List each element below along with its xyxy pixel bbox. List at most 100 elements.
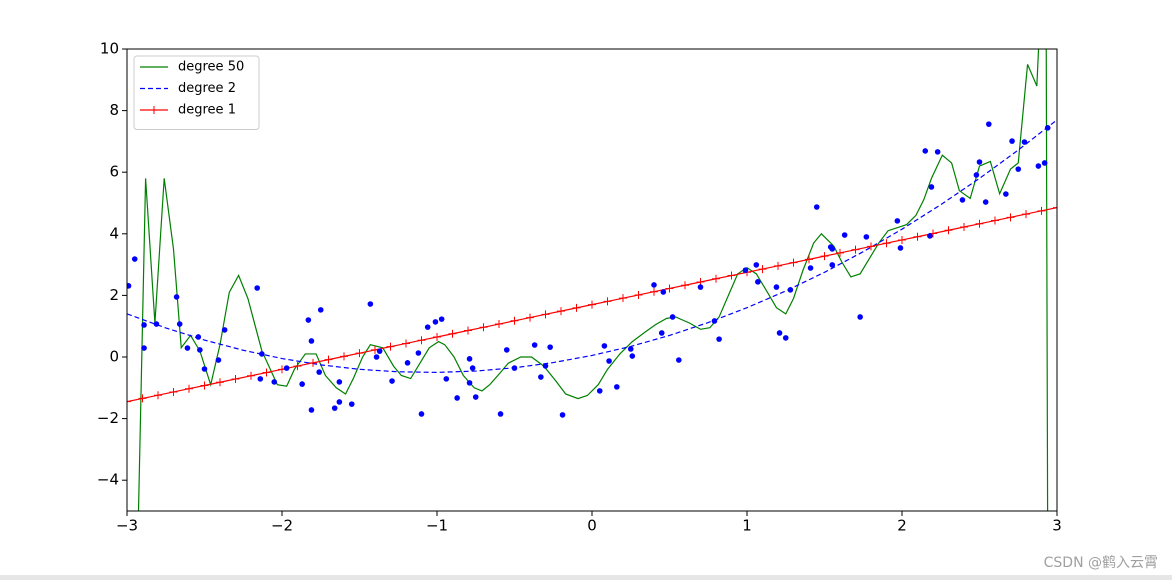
scatter-point (669, 314, 676, 320)
marker (464, 326, 472, 335)
scatter-point (415, 350, 422, 356)
scatter-point (1009, 138, 1015, 144)
marker (402, 339, 410, 348)
scatter-point (254, 285, 260, 291)
marker (262, 368, 271, 377)
marker (603, 297, 612, 306)
marker (572, 303, 581, 312)
scatter-point (376, 348, 383, 354)
scatter-point (432, 319, 439, 325)
x-tick-label: −3 (116, 517, 138, 535)
marker (789, 258, 798, 267)
marker (1053, 203, 1057, 212)
scatter-point (829, 246, 836, 252)
scatter-point (928, 184, 935, 190)
scatter-point (711, 318, 718, 324)
scatter-point (283, 365, 290, 371)
scatter-point (466, 356, 473, 362)
y-tick-label: −4 (97, 471, 119, 489)
bottom-bar (0, 575, 1172, 580)
scatter-point (973, 172, 980, 178)
scatter-point (443, 376, 450, 382)
marker (1037, 206, 1046, 215)
scatter-point (336, 399, 343, 405)
scatter-point (829, 262, 836, 268)
marker (510, 316, 519, 325)
scatter-point (986, 121, 992, 127)
scatter-point (153, 321, 160, 327)
scatter-point (299, 381, 305, 387)
axes-frame (126, 48, 1058, 512)
x-tick-label: 0 (587, 517, 597, 535)
y-tick-label: 10 (100, 40, 119, 58)
marker (247, 371, 255, 380)
marker (774, 261, 782, 270)
marker (216, 378, 224, 387)
scatter-point (257, 376, 264, 382)
marker (913, 232, 922, 241)
marker (727, 271, 736, 280)
scatter-point (658, 330, 665, 336)
scatter-point (531, 342, 538, 348)
marker (479, 323, 488, 332)
x-tick-label: −2 (271, 517, 293, 535)
scatter-point (1003, 191, 1009, 197)
legend-label: degree 50 (178, 60, 244, 75)
marker (127, 397, 131, 406)
scatter-point (367, 301, 374, 307)
marker (154, 391, 162, 400)
scatter-point (305, 317, 312, 323)
scatter-point (215, 357, 222, 363)
marker (960, 223, 968, 232)
y-tick-label: 4 (109, 224, 119, 242)
marker (138, 394, 147, 403)
marker (433, 332, 441, 341)
scatter-point (336, 379, 343, 385)
scatter-point (841, 232, 848, 238)
x-tick-label: 2 (897, 517, 907, 535)
scatter-point (651, 282, 657, 288)
scatter-point (466, 380, 473, 386)
marker (386, 342, 395, 351)
scatter-point (787, 287, 794, 293)
scatter-point (308, 338, 315, 344)
scatter-point (1035, 163, 1042, 169)
scatter-point (614, 384, 620, 390)
scatter-point (176, 321, 183, 327)
scatter-point (982, 199, 989, 205)
scatter-point (438, 316, 445, 322)
scatter-point (716, 336, 722, 342)
scatter-point (676, 357, 682, 363)
marker (758, 265, 767, 274)
scatter-point (418, 411, 425, 417)
scatter-point (807, 265, 814, 271)
scatter-point (1021, 139, 1028, 145)
scatter-point (934, 149, 941, 155)
marker (1022, 210, 1030, 219)
plot-area (127, 49, 1057, 511)
series-line (127, 119, 1057, 374)
scatter-point (697, 284, 704, 290)
scatter-point (373, 354, 380, 360)
scatter-point (813, 204, 820, 210)
scatter-point (184, 345, 191, 351)
scatter-point (773, 284, 780, 290)
marker (805, 255, 813, 264)
scatter-point (503, 347, 510, 353)
marker (417, 336, 426, 345)
scatter-point (141, 322, 147, 328)
marker (340, 352, 348, 361)
scatter-point (547, 344, 553, 350)
marker (185, 384, 193, 393)
marker (169, 387, 178, 396)
scatter-point (404, 360, 411, 366)
marker (650, 287, 658, 296)
scatter-point (629, 353, 636, 359)
marker (681, 281, 689, 290)
y-tick-label: 8 (109, 101, 119, 119)
scatter-point (271, 379, 278, 385)
marker (634, 290, 643, 299)
scatter-point (454, 395, 460, 401)
marker (448, 329, 457, 338)
marker (526, 313, 534, 322)
